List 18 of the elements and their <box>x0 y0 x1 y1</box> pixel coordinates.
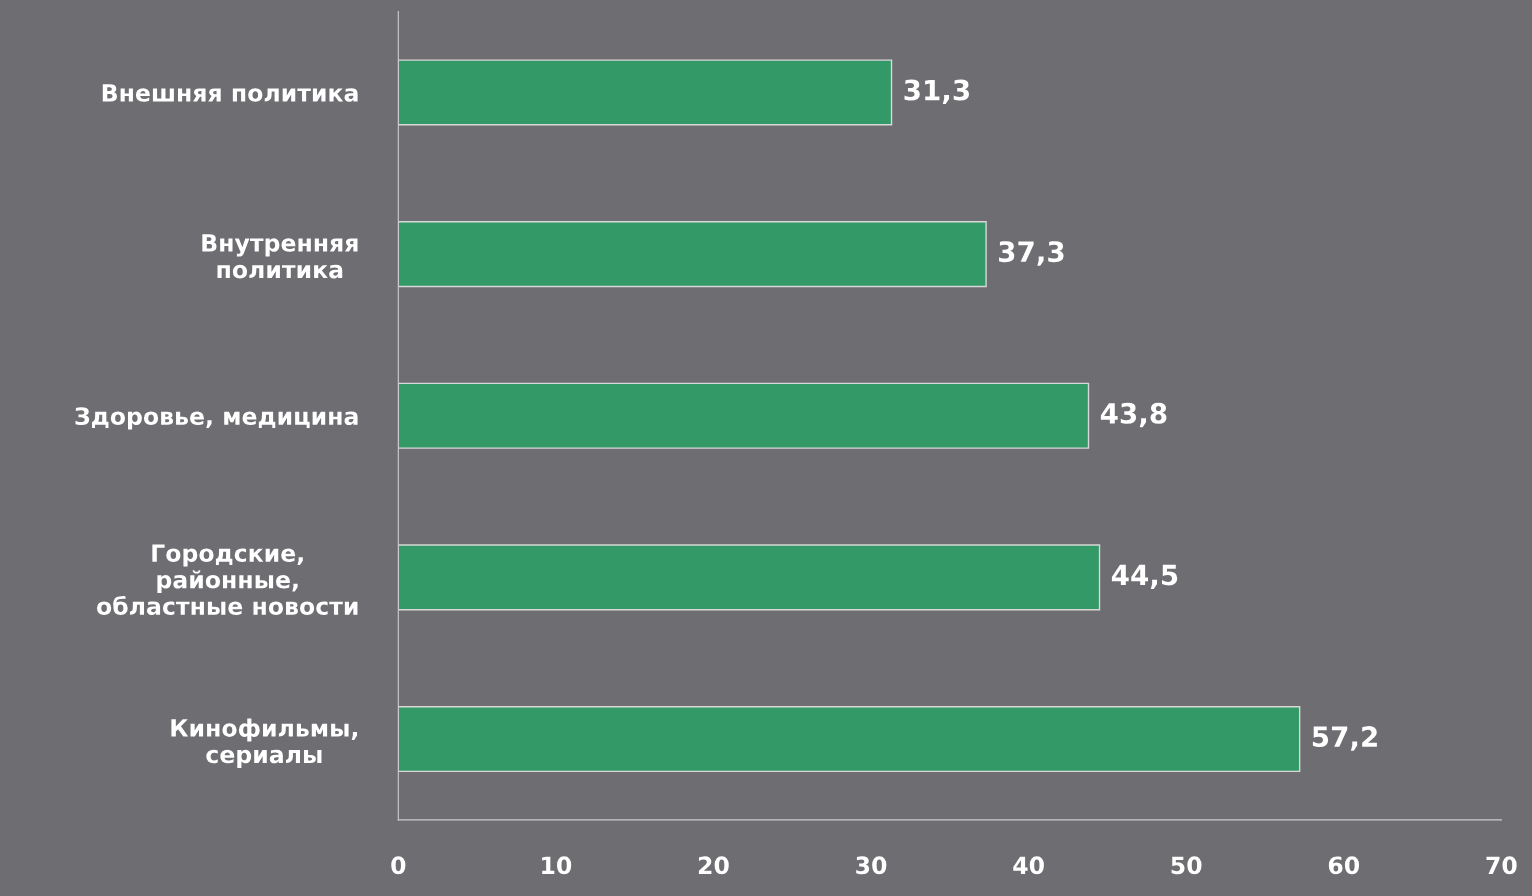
y-tick-label: Городские, районные, областные новости <box>97 544 358 615</box>
data-label: 57,2 <box>1312 726 1377 751</box>
x-tick-label: 10 <box>542 856 572 875</box>
x-tick-label: 0 <box>391 856 406 875</box>
x-tick-label: 50 <box>1171 856 1202 875</box>
y-tick-label: Внутренняя политика <box>202 234 358 279</box>
y-tick-label: Кинофильмы, сериалы <box>171 718 358 768</box>
data-label: 37,3 <box>999 241 1064 266</box>
x-tick-label: 20 <box>698 856 729 875</box>
x-tick-label: 30 <box>856 856 887 875</box>
y-tick-label: Здоровье, медицина <box>75 407 358 430</box>
x-tick-label: 60 <box>1328 856 1360 875</box>
data-label: 44,5 <box>1111 564 1178 589</box>
data-label: 43,8 <box>1100 402 1167 428</box>
x-tick-label: 70 <box>1486 856 1517 875</box>
x-tick-label: 40 <box>1013 856 1044 875</box>
data-label: 31,3 <box>904 79 969 105</box>
y-tick-label: Внешняя политика <box>102 84 358 102</box>
